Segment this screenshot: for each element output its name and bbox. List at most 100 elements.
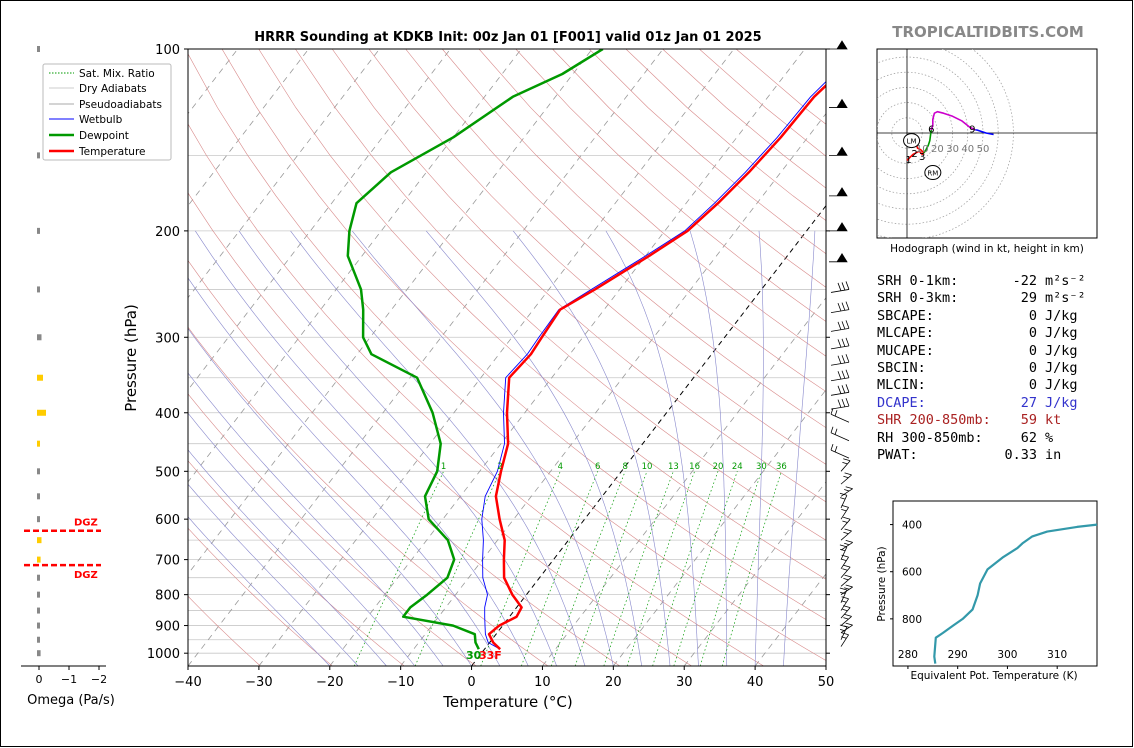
isotherm <box>188 49 522 483</box>
mixing-ratio-label: 1 <box>441 462 446 472</box>
x-tick-label: −40 <box>174 675 201 690</box>
omega-bar <box>37 556 41 563</box>
param-unit: J/kg <box>1045 377 1078 394</box>
param-label: SRH 0-1km: <box>877 273 959 289</box>
wind-barb <box>840 472 852 485</box>
theta-e-x-tick-label: 310 <box>1047 649 1067 661</box>
x-tick-label: 20 <box>605 675 622 690</box>
mixing-ratio-line <box>603 471 674 666</box>
wind-barb <box>840 486 853 497</box>
y-tick-label: 1000 <box>147 647 180 662</box>
mixing-ratio-label: 30 <box>756 462 767 472</box>
omega-tick-label: −2 <box>91 673 107 686</box>
y-tick-label: 300 <box>155 331 180 346</box>
omega-bar <box>37 516 40 523</box>
wind-barb <box>830 426 850 442</box>
wind-barb <box>830 354 850 366</box>
param-value: 0 <box>1028 307 1037 324</box>
param-row: MLCAPE: 0 J/kg <box>877 325 1117 342</box>
param-label: MLCIN: <box>877 377 926 394</box>
mixing-ratio-label: 2 <box>497 462 502 472</box>
param-value: 62 <box>1020 429 1037 446</box>
param-unit: J/kg <box>1045 325 1078 342</box>
isotherm <box>542 297 826 666</box>
dry-adiabat <box>478 49 826 357</box>
param-label: RH 300-850mb: <box>877 429 983 446</box>
omega-bar <box>37 409 46 416</box>
mixing-ratio-label: 16 <box>689 462 700 472</box>
moist-adiabat <box>188 483 359 666</box>
theta-e-x-axis-label: Equivalent Pot. Temperature (K) <box>910 670 1077 682</box>
dry-adiabat <box>188 527 333 666</box>
wind-barb <box>830 281 850 293</box>
param-value: 29 <box>1020 290 1037 307</box>
param-label: SRH 0-3km: <box>877 290 959 307</box>
omega-axis-label: Omega (Pa/s) <box>27 693 115 708</box>
theta-e-x-tick-label: 300 <box>997 649 1017 661</box>
dry-adiabat <box>442 49 826 392</box>
theta-e-y-tick-label: 800 <box>902 614 922 626</box>
dry-adiabat <box>188 192 692 666</box>
param-label: MUCAPE: <box>877 342 934 359</box>
param-label: SBCAPE: <box>877 307 934 324</box>
dry-adiabat <box>188 326 549 666</box>
x-tick-label: 10 <box>534 675 551 690</box>
param-unit: % <box>1045 429 1054 446</box>
param-unit: in <box>1045 446 1062 463</box>
theta-e-x-tick-label: 280 <box>898 649 918 661</box>
mixing-ratio-label: 13 <box>668 462 679 472</box>
dry-adiabat <box>188 595 261 666</box>
param-unit: J/kg <box>1045 359 1078 376</box>
theta-e-x-tick-label: 290 <box>948 649 968 661</box>
mixing-ratio-label: 4 <box>558 462 563 472</box>
hodograph-ring-label: 20 <box>931 144 944 155</box>
wind-barb <box>830 320 850 332</box>
moist-adiabat <box>351 230 614 666</box>
legend-wetbulb: Wetbulb <box>79 114 123 126</box>
param-row: SBCAPE: 0 J/kg <box>877 308 1117 325</box>
x-tick-label: −30 <box>245 675 272 690</box>
omega-bar <box>37 286 40 293</box>
param-value: 0.33 <box>1004 446 1037 463</box>
omega-bar <box>37 227 40 234</box>
isotherm <box>1 49 25 666</box>
legend-pseudoadiabats: Pseudoadiabats <box>79 99 162 111</box>
moist-adiabat <box>188 412 416 666</box>
mixing-ratio-line <box>626 471 695 666</box>
wind-barb <box>840 554 849 570</box>
param-value: 0 <box>1028 359 1037 376</box>
dry-adiabat <box>188 123 764 666</box>
theta-e-profile <box>933 523 1098 664</box>
surface-dewpoint-label: 30 <box>466 649 482 662</box>
skewt-x-axis-label: Temperature (°C) <box>442 693 572 711</box>
dry-adiabat <box>188 259 621 666</box>
moist-adiabat <box>783 230 816 666</box>
hodograph-panel: 10 20 30 40 50 12 3 6 9 LM RM Hodograph (wind in k… <box>876 48 1098 255</box>
storm-motion-label: LM <box>907 138 917 146</box>
wind-barb <box>840 614 852 626</box>
param-label: SHR 200-850mb: <box>877 412 991 429</box>
wind-barb <box>840 605 851 619</box>
x-tick-label: −10 <box>387 675 414 690</box>
legend: Sat. Mix. Ratio Dry Adiabats Pseudoadiab… <box>42 63 172 161</box>
param-value: 27 <box>1020 394 1037 411</box>
param-row: MLCIN: 0 J/kg <box>877 377 1117 394</box>
theta-e-y-tick-label: 400 <box>902 520 922 532</box>
y-tick-label: 600 <box>155 513 180 528</box>
y-tick-label: 700 <box>155 554 180 569</box>
param-row: DCAPE: 27 J/kg <box>877 395 1117 412</box>
mixing-ratio-label: 8 <box>622 462 627 472</box>
param-row: RH 300-850mb: 62% <box>877 430 1117 447</box>
moist-adiabat <box>195 230 529 666</box>
mixing-ratio-label: 6 <box>595 462 600 472</box>
omega-bar <box>37 622 40 629</box>
mixing-ratio-line <box>550 471 626 666</box>
param-value: 0 <box>1028 377 1037 394</box>
hodograph-trace <box>975 129 994 136</box>
omega-bar <box>37 650 41 657</box>
omega-panel: 0 −1 −2 Omega (Pa/s) DGZ DGZ <box>21 46 115 708</box>
storm-motion-marker <box>924 165 942 181</box>
hodograph-height-label: 6 <box>928 124 934 135</box>
omega-tick-label: 0 <box>36 673 43 686</box>
